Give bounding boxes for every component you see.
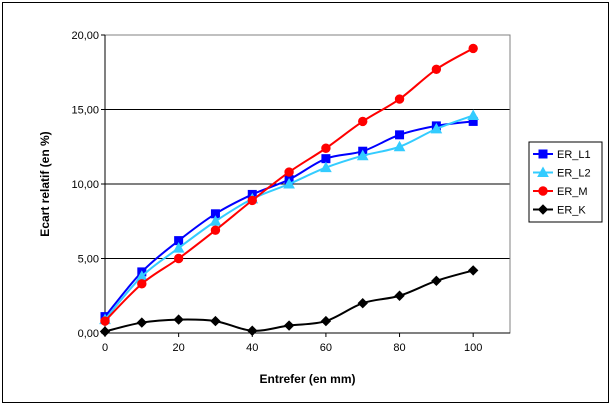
- data-point: [172, 242, 185, 253]
- data-point: [393, 140, 406, 152]
- x-tick-label: 80: [393, 342, 405, 354]
- data-point: [395, 130, 405, 140]
- data-point: [284, 167, 294, 177]
- legend-label: ER_K: [557, 205, 586, 217]
- data-point: [209, 215, 222, 226]
- data-point: [431, 64, 442, 74]
- data-point: [321, 143, 331, 153]
- series-er-l2: [99, 109, 480, 325]
- legend-item: ER_K: [533, 204, 586, 217]
- y-tick-label: 10,00: [71, 179, 99, 191]
- data-point: [467, 109, 480, 120]
- data-point: [100, 316, 110, 326]
- legend: ER_L1 ER_L2 ER_M ER_K: [528, 141, 603, 223]
- series-er-m: [100, 43, 478, 326]
- data-point: [210, 315, 221, 327]
- x-tick-label: 0: [102, 342, 108, 354]
- y-tick-label: 0,00: [78, 328, 99, 340]
- y-tick-label: 15,00: [71, 105, 99, 117]
- data-point: [173, 314, 184, 325]
- legend-item: ER_M: [533, 186, 588, 198]
- data-point: [468, 43, 478, 54]
- data-point: [320, 315, 332, 327]
- chart-frame: 0,00 5,00 10,00 15,00 20,00 0 20 40 60 80 100 Entr…: [2, 2, 609, 403]
- legend-label: ER_L2: [557, 168, 591, 180]
- series-er-k: [99, 265, 479, 337]
- line-chart: 0,00 5,00 10,00 15,00 20,00 0 20 40 60 80 100 Entr…: [38, 30, 603, 386]
- x-tick-label: 100: [464, 342, 482, 354]
- legend-swatch-marker: [537, 204, 549, 215]
- data-point: [358, 116, 368, 127]
- data-point: [283, 320, 295, 331]
- legend-item: ER_L1: [533, 149, 591, 161]
- legend-label: ER_M: [557, 186, 588, 198]
- legend-swatch-marker: [537, 166, 549, 177]
- data-point: [357, 297, 368, 309]
- data-point: [283, 177, 295, 189]
- series-layer: [99, 43, 480, 337]
- y-tick-label: 20,00: [71, 30, 99, 42]
- x-tick-label: 20: [173, 342, 185, 354]
- data-point: [321, 154, 331, 164]
- legend-swatch-marker: [538, 149, 548, 159]
- y-tick-label: 5,00: [78, 254, 99, 266]
- data-point: [394, 290, 405, 301]
- data-point: [247, 325, 258, 336]
- data-point: [173, 253, 184, 264]
- legend-item: ER_L2: [533, 166, 591, 180]
- data-point: [467, 265, 479, 276]
- x-tick-label: 40: [246, 342, 258, 354]
- grid-lines: [105, 34, 510, 259]
- legend-label: ER_L1: [557, 149, 591, 161]
- data-point: [247, 195, 257, 206]
- legend-swatch-marker: [538, 186, 548, 196]
- data-point: [431, 275, 442, 287]
- series-er-l1: [100, 116, 478, 322]
- data-point: [394, 94, 405, 104]
- data-point: [356, 149, 369, 161]
- data-point: [430, 122, 443, 134]
- x-axis-label: Entrefer (en mm): [259, 372, 355, 386]
- series-line: [104, 120, 474, 318]
- data-point: [136, 317, 148, 328]
- data-point: [320, 161, 332, 173]
- data-point: [210, 225, 221, 235]
- axes: 0,00 5,00 10,00 15,00 20,00 0 20 40 60 80 100: [71, 30, 510, 354]
- y-axis-label: Ecart relatif (en %): [38, 131, 52, 236]
- x-tick-label: 60: [320, 342, 332, 354]
- data-point: [137, 279, 147, 289]
- data-point: [99, 326, 111, 337]
